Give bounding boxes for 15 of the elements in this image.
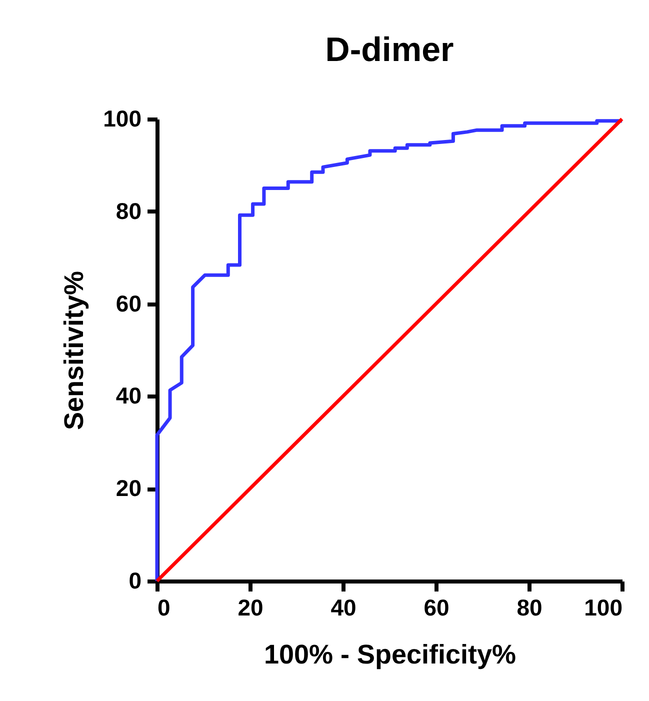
- y-tick-label: 0: [128, 568, 142, 594]
- x-tick-label: 80: [516, 594, 542, 620]
- chart-title: D-dimer: [325, 31, 454, 69]
- x-tick-label: 100: [584, 594, 622, 620]
- y-tick-label: 40: [116, 382, 142, 409]
- x-axis-title: 100% - Specificity%: [264, 640, 516, 670]
- y-axis-title: Sensitivity%: [59, 270, 90, 430]
- x-tick-label: 40: [330, 594, 356, 620]
- x-tick-label: 60: [424, 594, 450, 620]
- y-tick-label: 100: [103, 106, 142, 132]
- y-tick-label: 20: [116, 475, 142, 502]
- x-tick-label: 0: [158, 594, 170, 620]
- x-tick-label: 20: [238, 594, 264, 620]
- y-tick-label: 80: [116, 198, 142, 224]
- y-tick-label: 60: [116, 290, 142, 316]
